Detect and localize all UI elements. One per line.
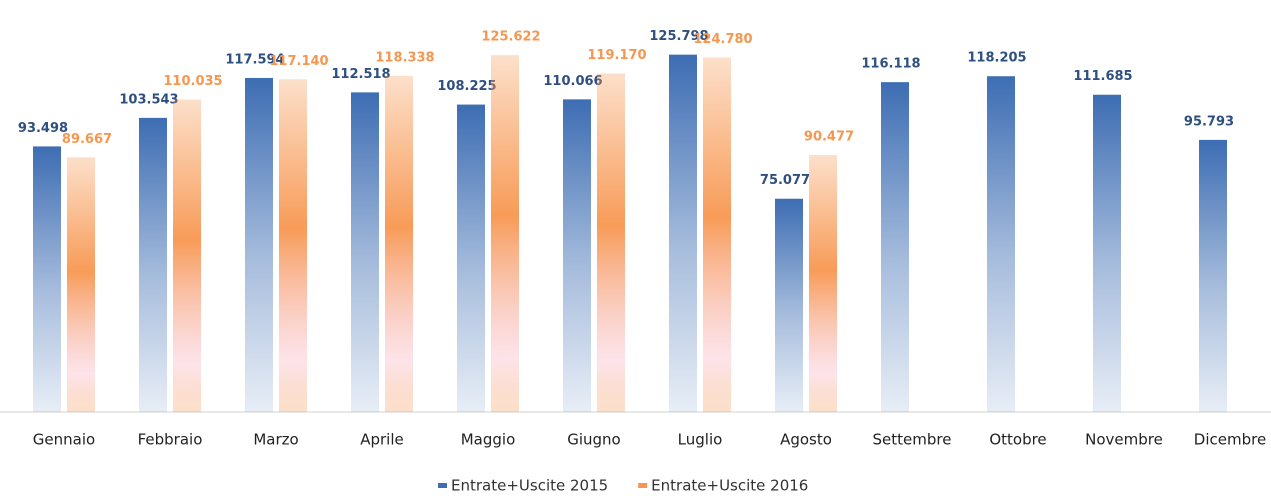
value-label: 125.622 — [481, 30, 540, 45]
bar — [809, 154, 837, 413]
value-label: 118.338 — [375, 50, 434, 65]
value-label: 95.793 — [1184, 114, 1234, 129]
value-label: 89.667 — [62, 132, 112, 147]
legend-swatch — [638, 483, 648, 488]
value-label: 93.498 — [18, 121, 68, 136]
bar — [245, 77, 273, 412]
value-label: 118.205 — [967, 51, 1026, 66]
bar — [351, 92, 379, 412]
bar — [457, 104, 485, 413]
x-tick-label: Giugno — [567, 431, 621, 449]
value-label: 124.780 — [693, 32, 752, 47]
value-label: 116.118 — [861, 57, 920, 72]
bar — [703, 57, 731, 413]
bar — [491, 55, 519, 412]
x-tick-label: Dicembre — [1194, 431, 1266, 449]
legend-swatch — [438, 483, 447, 488]
x-tick-label: Agosto — [780, 431, 832, 449]
x-tick-label: Luglio — [678, 431, 723, 449]
bar — [385, 75, 413, 413]
x-tick-label: Marzo — [253, 431, 298, 449]
legend-label: Entrate+Uscite 2015 — [451, 477, 608, 493]
bar — [669, 54, 697, 412]
value-label: 110.035 — [163, 74, 222, 89]
x-tick-label: Novembre — [1085, 431, 1163, 449]
bar — [987, 76, 1015, 412]
bar — [67, 157, 95, 412]
x-tick-label: Maggio — [461, 431, 516, 449]
bar — [1199, 139, 1227, 413]
value-label: 75.077 — [760, 173, 810, 188]
bar — [563, 99, 591, 412]
value-label: 112.518 — [331, 67, 390, 82]
value-label: 90.477 — [804, 129, 854, 144]
bar — [597, 73, 625, 413]
value-label: 119.170 — [587, 48, 646, 63]
legend-label: Entrate+Uscite 2016 — [651, 477, 808, 493]
value-label: 103.543 — [119, 92, 178, 107]
bar — [279, 79, 307, 413]
value-label: 110.066 — [543, 74, 602, 89]
value-label: 117.140 — [269, 54, 328, 69]
x-tick-label: Settembre — [873, 431, 952, 449]
x-tick-label: Aprile — [360, 431, 404, 449]
value-label: 125.798 — [649, 29, 708, 44]
x-tick-label: Ottobre — [989, 431, 1046, 449]
value-label: 111.685 — [1073, 69, 1132, 84]
bar — [775, 198, 803, 412]
value-label: 117.594 — [225, 52, 284, 67]
bar — [881, 82, 909, 412]
bar — [139, 117, 167, 412]
bar — [173, 99, 201, 412]
bar — [33, 146, 61, 412]
x-tick-label: Febbraio — [138, 431, 203, 449]
value-label: 108.225 — [437, 79, 496, 94]
x-tick-label: Gennaio — [33, 431, 95, 449]
bar — [1093, 94, 1121, 413]
